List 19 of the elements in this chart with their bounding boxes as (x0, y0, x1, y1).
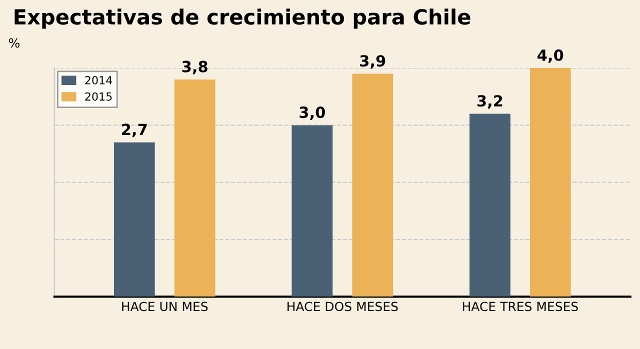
x-tick-label: HACE UN MES (122, 302, 208, 312)
data-label: 4,0 (538, 49, 564, 63)
y-axis-title: % (9, 38, 20, 48)
data-label: 3,2 (477, 95, 502, 109)
data-label: 2,7 (122, 124, 147, 138)
legend-label: 2014 (85, 76, 112, 84)
chart-title: Expectativas de crecimiento para Chile (14, 8, 470, 29)
bar (114, 142, 155, 297)
legend-label: 2015 (85, 92, 112, 101)
x-tick-label: HACE DOS MESES (288, 302, 398, 312)
bar (174, 79, 216, 297)
data-label: 3,0 (300, 106, 325, 120)
data-label: 3,9 (360, 55, 386, 69)
bar (530, 68, 571, 297)
data-label: 3,8 (182, 60, 208, 74)
x-tick-label: HACE TRES MESES (462, 302, 578, 312)
bar (352, 74, 394, 297)
bar (470, 114, 510, 297)
bar (292, 125, 333, 297)
